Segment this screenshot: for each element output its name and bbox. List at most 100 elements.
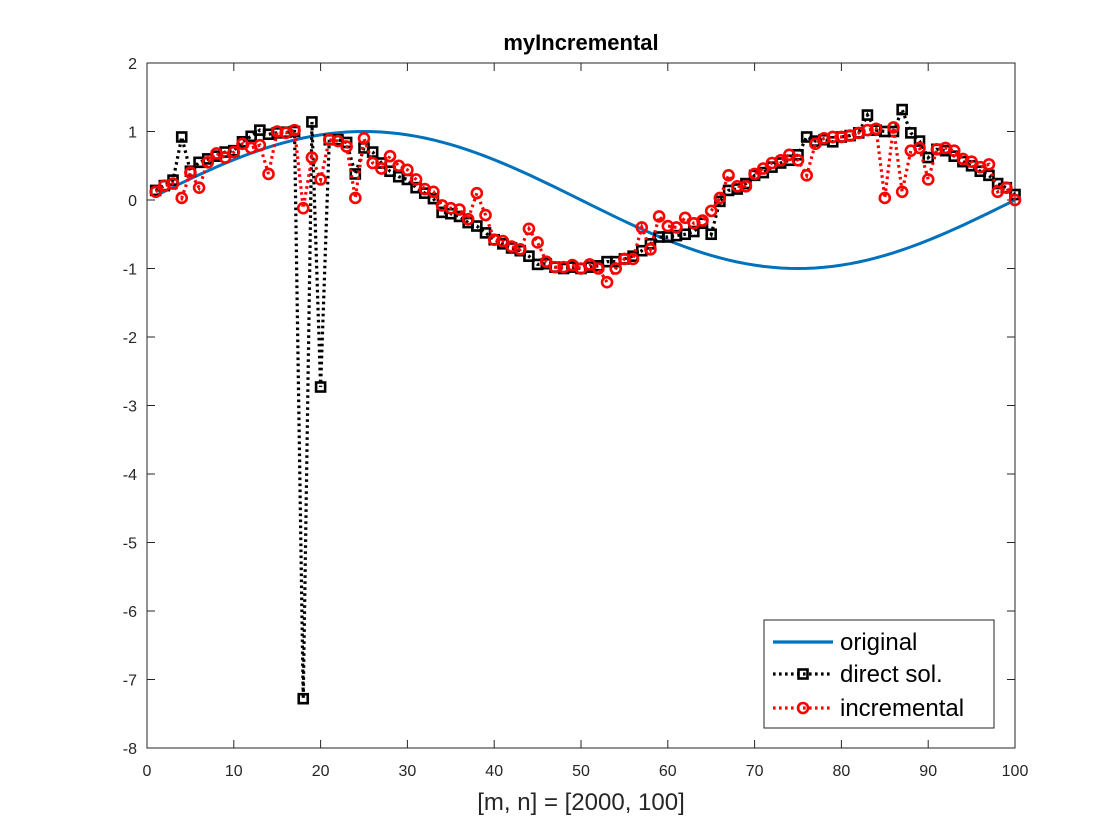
- data-point: [453, 203, 466, 216]
- data-point: [427, 185, 440, 199]
- data-point: [479, 227, 492, 239]
- data-point: [522, 222, 536, 236]
- legend-marker: [797, 668, 809, 680]
- data-point: [523, 250, 535, 262]
- data-point: [305, 151, 319, 164]
- y-axis: -8 -7 -6 -5 -4 -3 -2 -1 0 1 2: [123, 56, 1015, 758]
- data-point: [479, 208, 492, 222]
- data-point: [913, 141, 926, 155]
- data-point: [409, 173, 423, 186]
- x-tick-label: 0: [143, 763, 152, 780]
- data-point: [496, 234, 510, 248]
- series-2: [149, 121, 1022, 289]
- data-point: [644, 243, 657, 256]
- data-point: [861, 109, 874, 121]
- data-point: [878, 191, 892, 205]
- data-point: [149, 185, 162, 199]
- data-point: [739, 180, 753, 193]
- data-point: [704, 204, 718, 218]
- data-point: [678, 211, 692, 225]
- y-tick-label: -5: [123, 536, 137, 553]
- data-point: [218, 151, 232, 164]
- data-point: [349, 191, 362, 205]
- data-point: [314, 381, 327, 393]
- data-point: [366, 156, 379, 170]
- x-axis-label: [m, n] = [2000, 100]: [477, 789, 684, 816]
- data-point: [349, 168, 362, 180]
- data-point: [965, 155, 978, 168]
- x-tick-label: 100: [1002, 763, 1029, 780]
- data-point: [331, 134, 345, 148]
- data-point: [1000, 181, 1013, 194]
- legend: original direct sol. incremental: [763, 619, 995, 729]
- data-point: [548, 260, 562, 274]
- x-tick-label: 20: [312, 763, 330, 780]
- data-point: [809, 137, 822, 151]
- data-point: [513, 243, 527, 256]
- data-point: [887, 121, 900, 134]
- y-tick-label: -7: [123, 673, 137, 690]
- data-point: [982, 158, 996, 171]
- data-point: [592, 262, 605, 275]
- data-point: [947, 144, 961, 157]
- data-point: [922, 151, 935, 164]
- x-tick-label: 40: [485, 763, 503, 780]
- data-point: [1008, 193, 1022, 207]
- legend-marker: [796, 701, 810, 715]
- y-tick-label: 0: [128, 193, 137, 210]
- series-0: [155, 129, 1016, 271]
- data-point: [184, 166, 197, 179]
- data-point: [722, 169, 735, 182]
- data-point: [314, 173, 327, 186]
- x-tick-label: 30: [399, 763, 417, 780]
- y-tick-label: -4: [123, 467, 137, 484]
- data-point: [296, 201, 310, 215]
- data-point: [696, 214, 709, 227]
- y-tick-label: -2: [123, 330, 137, 347]
- data-point: [253, 138, 267, 152]
- data-point: [609, 262, 623, 275]
- data-point: [600, 275, 614, 289]
- y-tick-label: 1: [128, 125, 137, 142]
- data-point: [245, 130, 257, 143]
- data-point: [896, 103, 908, 116]
- x-tick-label: 60: [659, 763, 677, 780]
- data-point: [774, 153, 787, 167]
- x-axis: 0 10 20 30 40 50 60 70 80 90 100: [143, 63, 1029, 780]
- data-point: [905, 127, 917, 139]
- data-point: [470, 186, 484, 200]
- data-point: [375, 162, 388, 175]
- data-point: [670, 221, 683, 234]
- data-point: [539, 255, 553, 268]
- data-point: [175, 191, 189, 205]
- data-point: [869, 122, 883, 136]
- data-point: [166, 177, 180, 190]
- data-point: [201, 156, 215, 169]
- data-point: [618, 252, 631, 266]
- data-point: [471, 220, 483, 232]
- series-line: [155, 129, 1016, 271]
- y-tick-label: -1: [123, 262, 137, 279]
- data-point: [192, 181, 206, 194]
- data-point: [340, 140, 353, 153]
- data-point: [306, 116, 318, 128]
- x-tick-label: 50: [572, 763, 590, 780]
- data-point: [531, 236, 544, 249]
- data-point: [227, 145, 241, 159]
- data-point: [262, 167, 275, 181]
- chart-title: myIncremental: [503, 30, 658, 55]
- legend-label: incremental: [840, 695, 964, 722]
- legend-box: [763, 619, 995, 729]
- data-point: [730, 180, 744, 193]
- x-tick-label: 70: [746, 763, 764, 780]
- data-point: [756, 162, 770, 175]
- x-tick-label: 80: [833, 763, 851, 780]
- series-layer: [149, 103, 1022, 705]
- data-point: [705, 228, 718, 241]
- legend-label: original: [840, 629, 917, 656]
- data-point: [297, 692, 310, 705]
- y-tick-label: 2: [128, 56, 137, 73]
- data-point: [913, 135, 926, 147]
- data-point: [652, 210, 666, 223]
